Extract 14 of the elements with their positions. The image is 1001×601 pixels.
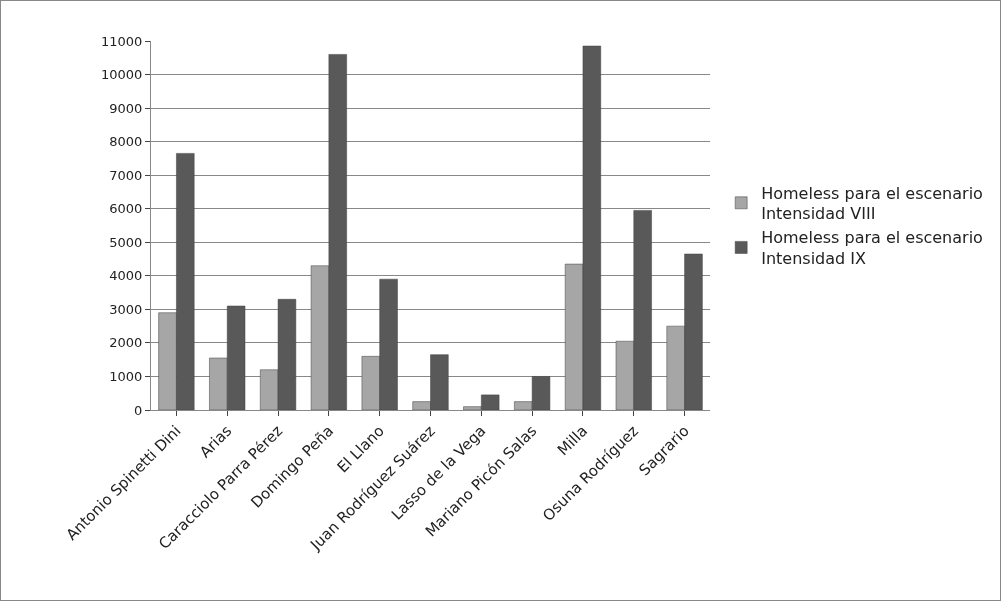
y-tick-label: 10000 — [101, 67, 143, 83]
y-tick-label: 1000 — [109, 369, 143, 384]
y-tick-label: 0 — [134, 402, 143, 418]
y-tick-label: 11000 — [101, 33, 143, 49]
legend-label: Homeless para el escenario Intensidad VIII — [761, 183, 983, 224]
y-tick-label: 6000 — [109, 201, 143, 217]
y-tick-label: 4000 — [109, 268, 143, 284]
y-tick-label: 7000 — [109, 167, 143, 183]
y-tick-label: 8000 — [109, 134, 143, 150]
y-tick-label: 9000 — [109, 100, 143, 116]
y-tick-label: 2000 — [109, 335, 143, 351]
y-tick-label: 3000 — [109, 301, 143, 317]
legend-label: Homeless para el escenario Intensidad IX — [761, 228, 983, 269]
y-tick-label: 5000 — [109, 234, 143, 250]
